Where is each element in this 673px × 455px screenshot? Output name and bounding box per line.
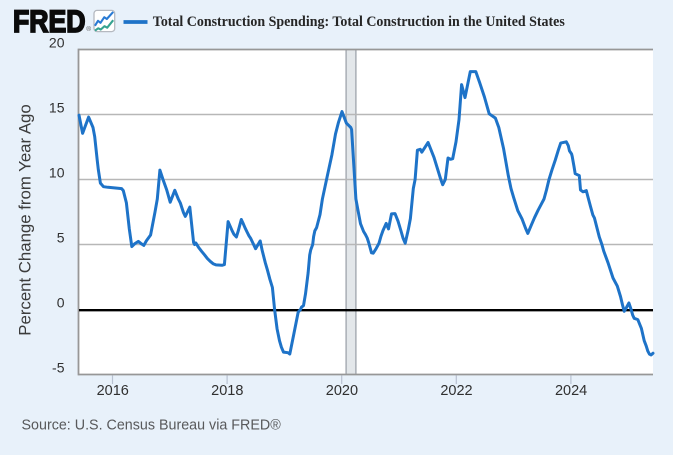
svg-text:0: 0 xyxy=(57,295,65,311)
svg-text:FRED: FRED xyxy=(13,3,86,39)
svg-text:2024: 2024 xyxy=(555,383,587,399)
svg-text:Percent Change from Year Ago: Percent Change from Year Ago xyxy=(16,104,35,335)
svg-text:2016: 2016 xyxy=(97,383,129,399)
svg-text:10: 10 xyxy=(49,165,65,181)
svg-text:2020: 2020 xyxy=(326,383,358,399)
svg-text:20: 20 xyxy=(49,35,65,51)
svg-text:®: ® xyxy=(86,25,91,33)
svg-text:-5: -5 xyxy=(52,360,65,376)
svg-text:15: 15 xyxy=(49,100,65,116)
svg-text:Total Construction Spending: T: Total Construction Spending: Total Const… xyxy=(153,14,565,30)
svg-text:Source: U.S. Census Bureau via: Source: U.S. Census Bureau via FRED® xyxy=(22,418,282,434)
svg-text:2018: 2018 xyxy=(211,383,243,399)
svg-text:5: 5 xyxy=(57,230,65,246)
svg-text:2022: 2022 xyxy=(440,383,472,399)
